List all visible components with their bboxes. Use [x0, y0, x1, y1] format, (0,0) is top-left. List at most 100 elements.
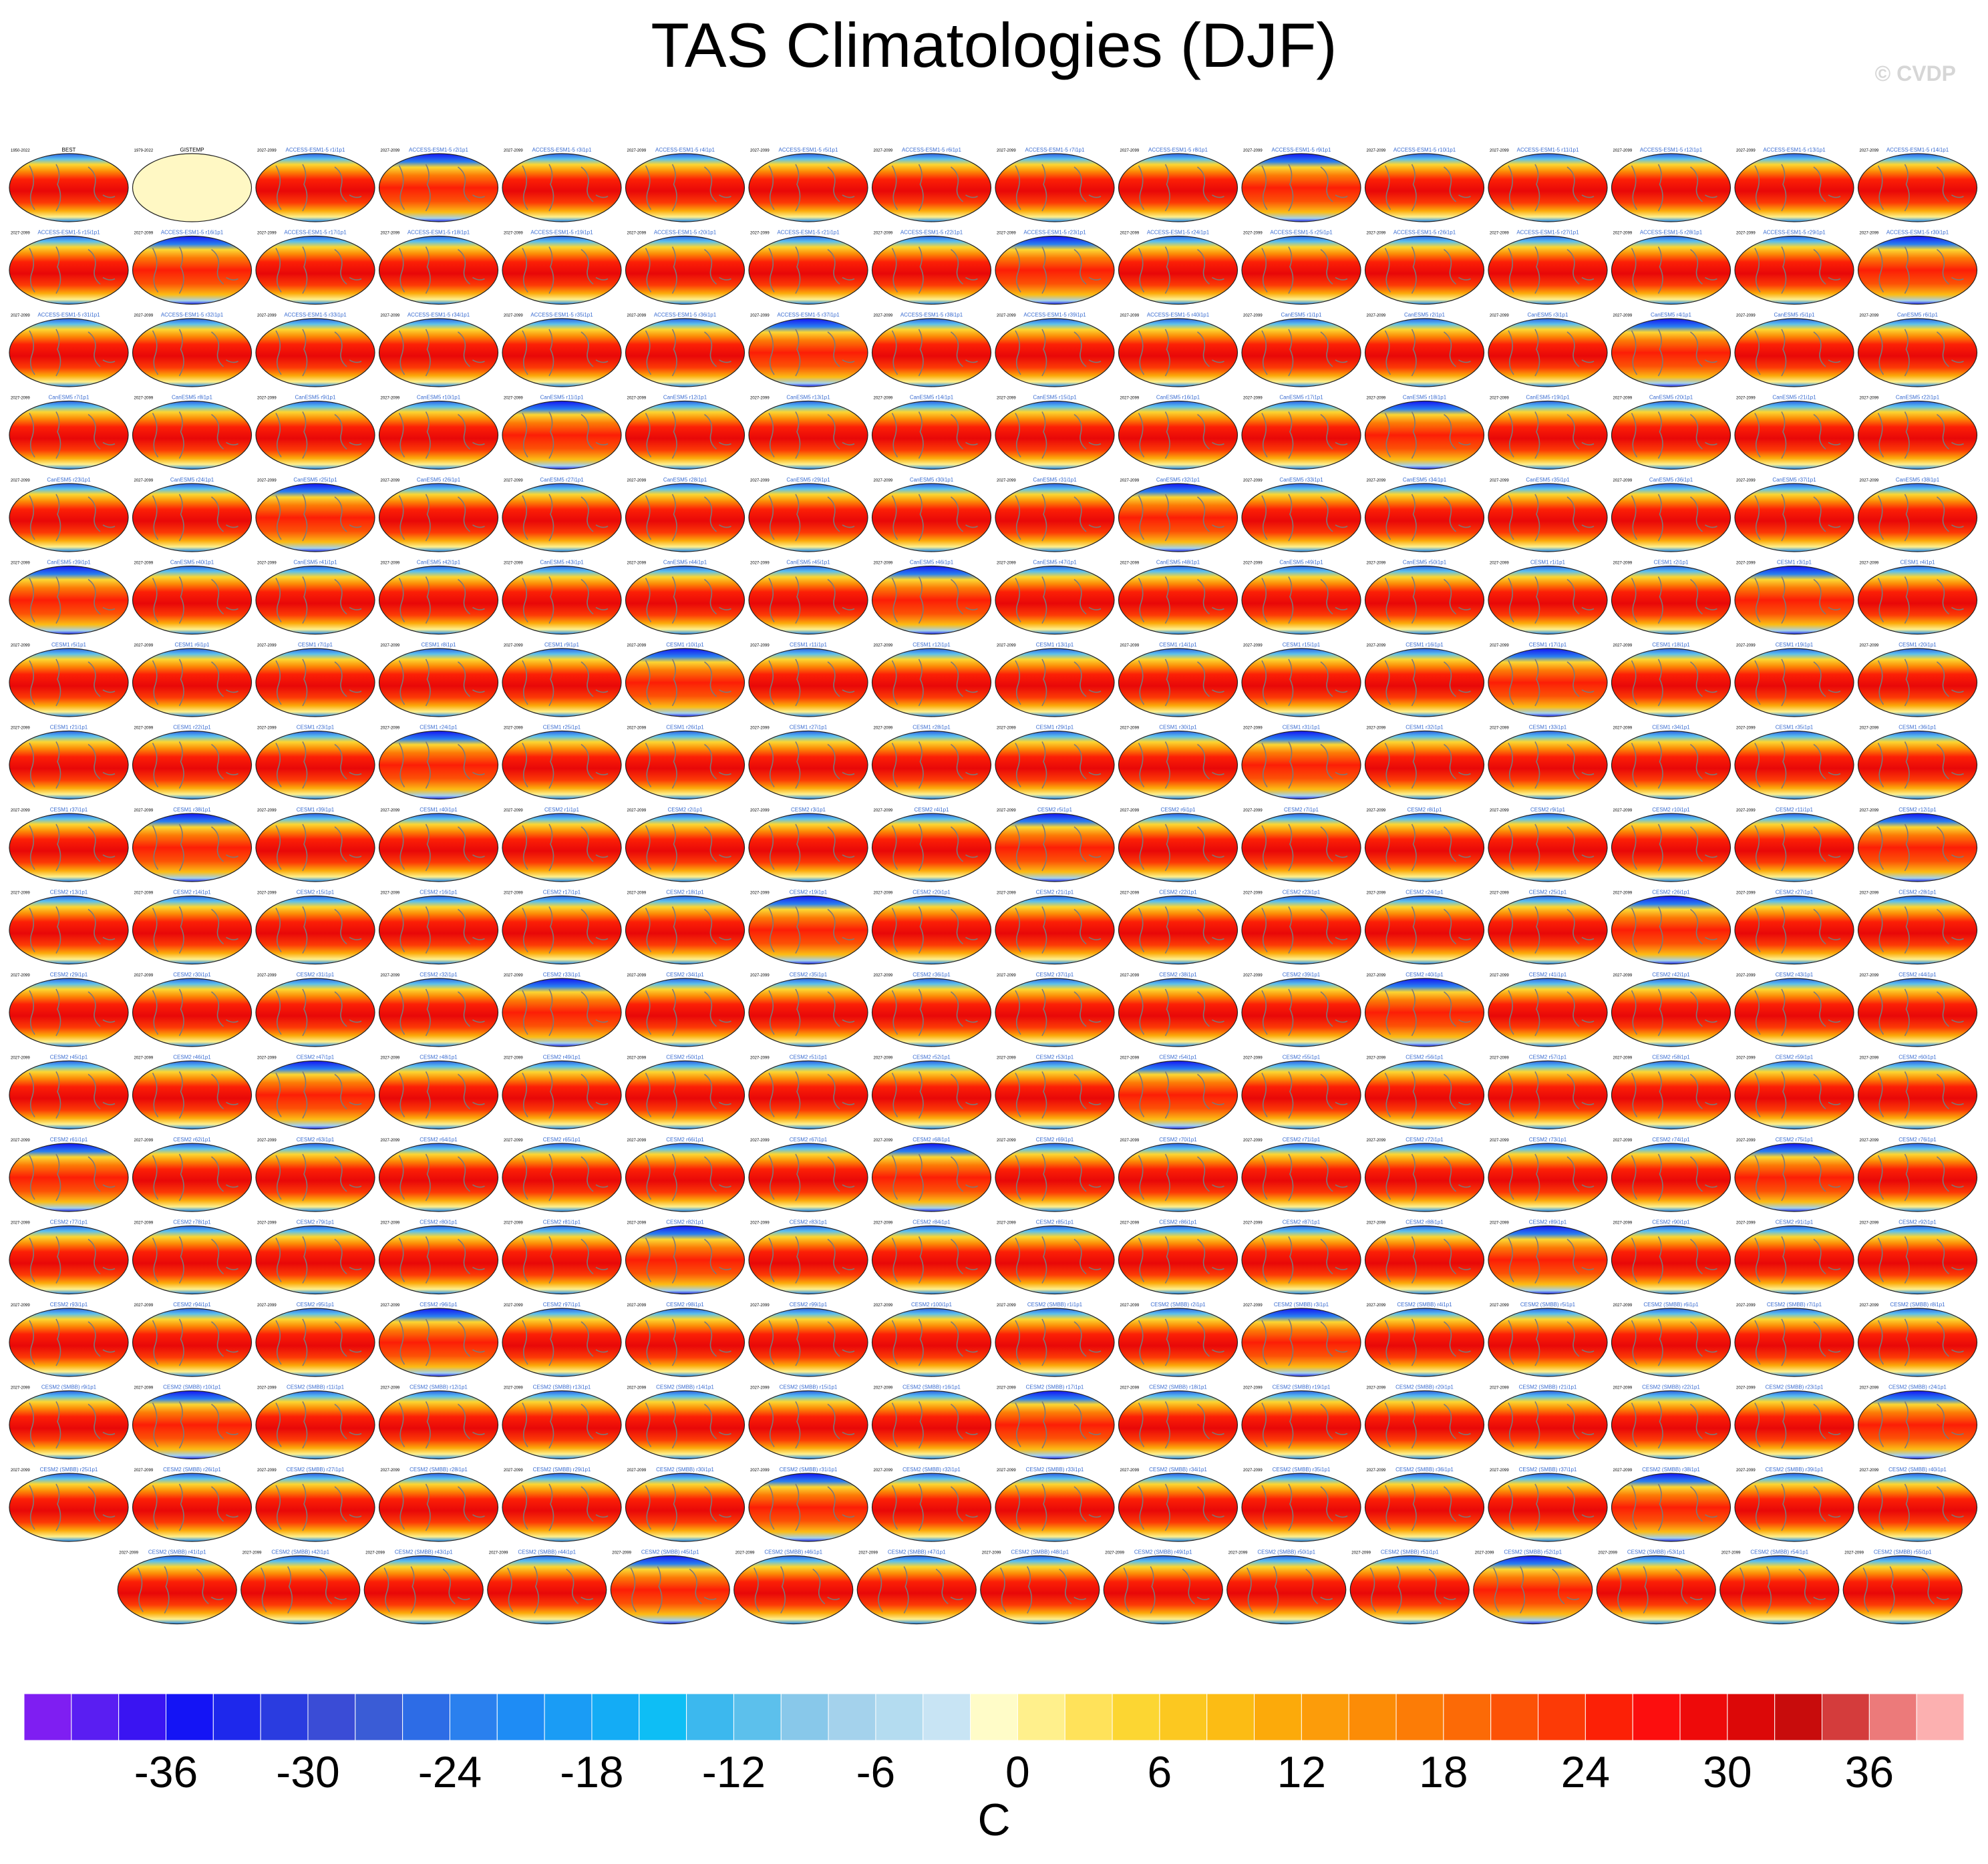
panel-title: ACCESS-ESM1-5 r7i1p1 — [1025, 147, 1085, 153]
colorbar-box — [1822, 1693, 1870, 1741]
map-ellipse — [625, 730, 746, 800]
map-ellipse — [502, 813, 622, 882]
map-ellipse — [1611, 813, 1731, 882]
coastline — [29, 1236, 116, 1284]
panel-title: CanESM5 r7i1p1 — [49, 395, 90, 401]
map-ellipse — [1488, 1225, 1608, 1295]
panel-title: CESM2 (SMBB) r39i1p1 — [1766, 1467, 1824, 1473]
panel-title: CESM1 r17i1p1 — [1529, 642, 1567, 648]
panel-title: CanESM5 r27i1p1 — [540, 477, 584, 483]
panel-period: 2027-2099 — [1860, 1386, 1879, 1390]
panel-period: 2027-2099 — [750, 727, 770, 731]
panel-period: 2027-2099 — [1105, 1551, 1124, 1555]
panel-title: CESM2 r10i1p1 — [1652, 807, 1690, 813]
coastline — [891, 329, 978, 377]
map-ellipse — [1734, 1390, 1854, 1460]
panel-period: 2027-2099 — [750, 1057, 770, 1061]
map-panel: CESM2 r72i1p1 2027-2099 — [1364, 1137, 1485, 1212]
panel-period: 2027-2099 — [750, 1386, 770, 1390]
map-panel: CanESM5 r21i1p1 2027-2099 — [1734, 395, 1854, 470]
panel-title: CESM2 r56i1p1 — [1405, 1055, 1444, 1061]
coastline — [1138, 411, 1224, 459]
panel-period: 2027-2099 — [1598, 1551, 1617, 1555]
map-ellipse — [995, 1390, 1115, 1460]
coastline — [1877, 164, 1964, 212]
coastline — [891, 823, 978, 872]
coastline — [768, 164, 855, 212]
map-panel: CESM2 r20i1p1 2027-2099 — [871, 890, 992, 965]
map-ellipse — [502, 1308, 622, 1377]
map-ellipse — [1611, 153, 1731, 222]
panel-period: 2027-2099 — [1860, 1139, 1879, 1143]
panel-title: CESM2 r36i1p1 — [913, 972, 951, 978]
colorbar-tick-label: -12 — [702, 1747, 766, 1797]
map-ellipse — [1857, 1143, 1978, 1212]
map-ellipse — [255, 1308, 375, 1377]
panel-period: 2027-2099 — [874, 809, 893, 813]
coastline — [1261, 1071, 1348, 1119]
panel-title: CESM1 r22i1p1 — [173, 725, 211, 731]
panel-title: CESM1 r15i1p1 — [1283, 642, 1321, 648]
coastline — [275, 1318, 362, 1366]
panel-title: CESM2 (SMBB) r26i1p1 — [163, 1467, 221, 1473]
map-ellipse — [1857, 1473, 1978, 1542]
map-ellipse — [1488, 1473, 1608, 1542]
coastline — [645, 411, 731, 459]
map-panel: CanESM5 r26i1p1 2027-2099 — [378, 477, 499, 552]
coastline — [398, 988, 485, 1037]
map-ellipse — [1857, 235, 1978, 305]
map-panel: ACCESS-ESM1-5 r17i1p1 2027-2099 — [255, 230, 375, 305]
map-panel: CESM2 r66i1p1 2027-2099 — [625, 1137, 746, 1212]
panel-period: 2027-2099 — [257, 479, 277, 483]
coastline — [891, 741, 978, 789]
map-panel: CESM1 r14i1p1 2027-2099 — [1118, 642, 1238, 717]
panel-title: ACCESS-ESM1-5 r26i1p1 — [1393, 230, 1456, 236]
map-panel: CESM2 r83i1p1 2027-2099 — [748, 1220, 868, 1295]
panel-title: CESM2 r88i1p1 — [1405, 1220, 1444, 1226]
panel-period: 2027-2099 — [1736, 397, 1756, 401]
coastline — [398, 494, 485, 542]
map-ellipse — [1734, 235, 1854, 305]
map-ellipse — [1488, 400, 1608, 470]
panel-period: 2027-2099 — [1120, 149, 1140, 153]
panel-title: CESM1 r16i1p1 — [1405, 642, 1444, 648]
map-panel: ACCESS-ESM1-5 r16i1p1 2027-2099 — [132, 230, 253, 305]
coastline — [1138, 494, 1224, 542]
map-panel: CESM2 r24i1p1 2027-2099 — [1364, 890, 1485, 965]
panel-period: 2027-2099 — [1490, 149, 1509, 153]
coastline — [645, 329, 731, 377]
coastline — [1754, 411, 1841, 459]
map-panel: CanESM5 r43i1p1 2027-2099 — [502, 560, 622, 635]
coastline — [522, 411, 609, 459]
map-panel: CESM1 r28i1p1 2027-2099 — [871, 725, 992, 800]
coastline — [29, 164, 116, 212]
panel-title: CanESM5 r1i1p1 — [1281, 312, 1322, 318]
panel-title: ACCESS-ESM1-5 r21i1p1 — [777, 230, 840, 236]
map-panel: CESM2 (SMBB) r3i1p1 2027-2099 — [1241, 1302, 1361, 1377]
map-ellipse — [1241, 1308, 1361, 1377]
panel-title: CESM2 r57i1p1 — [1529, 1055, 1567, 1061]
coastline — [891, 1071, 978, 1119]
panel-title: CESM2 r25i1p1 — [1529, 890, 1567, 896]
panel-period: 2027-2099 — [1120, 644, 1140, 648]
panel-title: CESM2 r77i1p1 — [50, 1220, 88, 1226]
map-panel: ACCESS-ESM1-5 r21i1p1 2027-2099 — [748, 230, 868, 305]
coastline — [152, 1483, 238, 1531]
map-ellipse — [995, 1225, 1115, 1295]
map-panel: ACCESS-ESM1-5 r19i1p1 2027-2099 — [502, 230, 622, 305]
map-panel: CESM2 r43i1p1 2027-2099 — [1734, 972, 1854, 1047]
panel-title: CESM2 r19i1p1 — [790, 890, 828, 896]
panel-period: 2027-2099 — [257, 397, 277, 401]
panel-title: CanESM5 r50i1p1 — [1403, 560, 1447, 566]
colorbar-box — [1727, 1693, 1776, 1741]
map-ellipse — [1364, 1225, 1485, 1295]
panel-title: CESM1 r9i1p1 — [544, 642, 580, 648]
map-ellipse — [733, 1555, 854, 1625]
panel-period: 2027-2099 — [11, 1139, 30, 1143]
map-ellipse — [9, 813, 129, 882]
map-panel: CESM2 (SMBB) r22i1p1 2027-2099 — [1611, 1384, 1731, 1460]
coastline — [768, 1401, 855, 1449]
panel-title: CESM2 (SMBB) r9i1p1 — [41, 1384, 97, 1390]
map-panel: CanESM5 r15i1p1 2027-2099 — [995, 395, 1115, 470]
panel-title: CESM2 (SMBB) r37i1p1 — [1519, 1467, 1577, 1473]
